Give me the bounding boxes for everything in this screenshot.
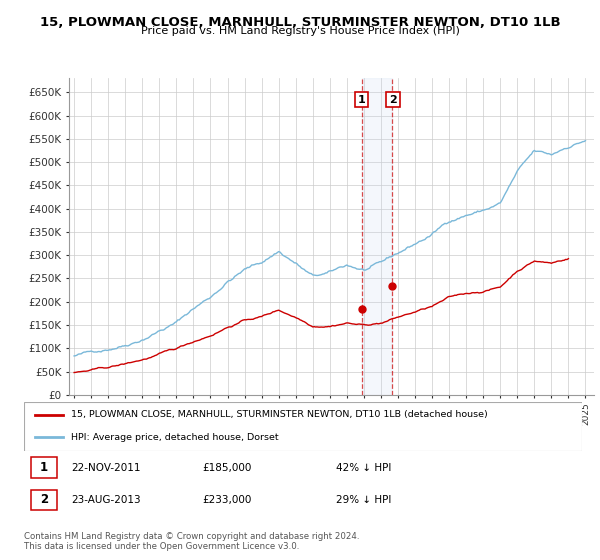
Text: 42% ↓ HPI: 42% ↓ HPI <box>337 463 392 473</box>
FancyBboxPatch shape <box>24 402 582 451</box>
FancyBboxPatch shape <box>31 489 58 510</box>
Text: This data is licensed under the Open Government Licence v3.0.: This data is licensed under the Open Gov… <box>24 542 299 551</box>
Text: 2: 2 <box>40 493 48 506</box>
Text: Price paid vs. HM Land Registry's House Price Index (HPI): Price paid vs. HM Land Registry's House … <box>140 26 460 36</box>
Text: £185,000: £185,000 <box>203 463 252 473</box>
Text: 15, PLOWMAN CLOSE, MARNHULL, STURMINSTER NEWTON, DT10 1LB (detached house): 15, PLOWMAN CLOSE, MARNHULL, STURMINSTER… <box>71 410 488 419</box>
Text: 29% ↓ HPI: 29% ↓ HPI <box>337 495 392 505</box>
FancyBboxPatch shape <box>31 458 58 478</box>
Text: HPI: Average price, detached house, Dorset: HPI: Average price, detached house, Dors… <box>71 433 279 442</box>
Text: 22-NOV-2011: 22-NOV-2011 <box>71 463 141 473</box>
Text: 2: 2 <box>389 95 397 105</box>
Text: 23-AUG-2013: 23-AUG-2013 <box>71 495 141 505</box>
Bar <box>362 78 392 395</box>
Text: 15, PLOWMAN CLOSE, MARNHULL, STURMINSTER NEWTON, DT10 1LB: 15, PLOWMAN CLOSE, MARNHULL, STURMINSTER… <box>40 16 560 29</box>
Text: Contains HM Land Registry data © Crown copyright and database right 2024.: Contains HM Land Registry data © Crown c… <box>24 532 359 541</box>
Text: 1: 1 <box>358 95 365 105</box>
Text: £233,000: £233,000 <box>203 495 252 505</box>
Text: 1: 1 <box>40 461 48 474</box>
